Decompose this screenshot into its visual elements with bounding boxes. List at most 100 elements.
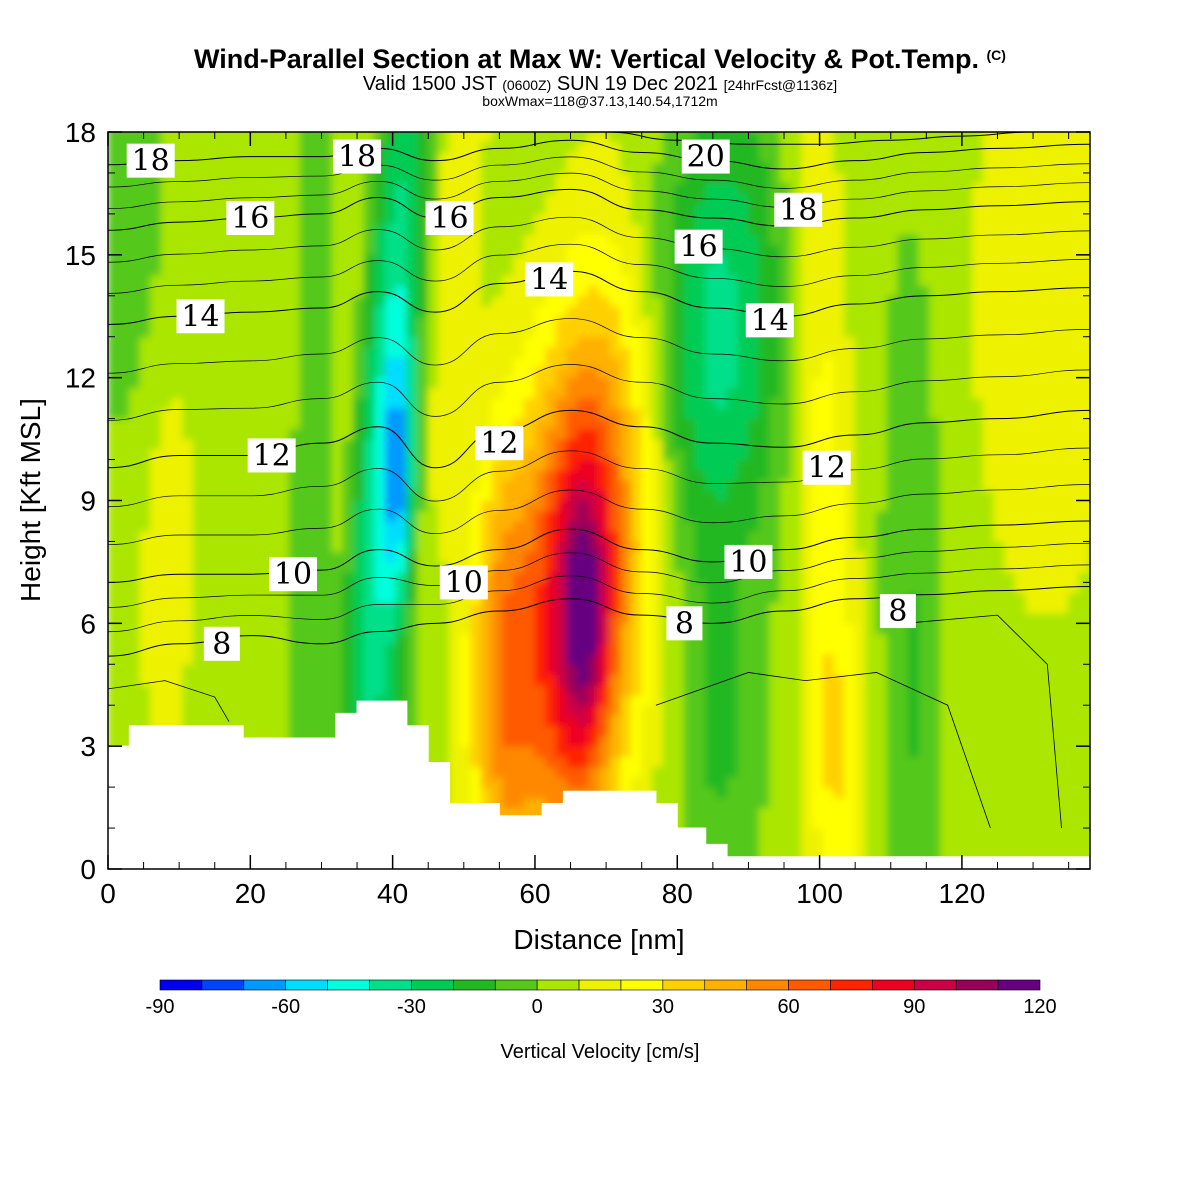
- colorbar-swatch: [243, 979, 287, 991]
- colorbar-tick-label: 90: [903, 996, 925, 1018]
- x-tick-label: 100: [796, 878, 843, 909]
- theta-label-box: [126, 143, 175, 178]
- colorbar-swatch: [872, 979, 915, 991]
- colorbar-swatch: [494, 979, 538, 991]
- theta-label: 8: [212, 627, 231, 662]
- theta-label-box: [203, 626, 240, 661]
- theta-label-box: [774, 192, 823, 227]
- theta-contour-low: [108, 680, 230, 722]
- theta-label: 12: [253, 438, 291, 473]
- theta-label-box: [269, 557, 318, 592]
- colorbar-tick-label: -60: [271, 996, 300, 1018]
- y-tick-label: 12: [65, 363, 96, 394]
- theta-label: 18: [132, 144, 170, 179]
- colorbar-label: Vertical Velocity [cm/s]: [501, 1041, 700, 1063]
- theta-label: 10: [729, 545, 767, 580]
- x-tick-label: 40: [377, 878, 408, 909]
- theta-label: 16: [430, 201, 468, 236]
- theta-label: 12: [808, 451, 846, 486]
- theta-label-box: [674, 229, 723, 264]
- x-tick-label: 20: [235, 878, 266, 909]
- x-tick-label: 80: [662, 878, 693, 909]
- colorbar-swatch: [453, 979, 496, 991]
- theta-label: 10: [274, 557, 312, 592]
- terrain-mask: [108, 700, 1090, 869]
- theta-label-box: [681, 139, 730, 174]
- colorbar-swatch: [704, 979, 747, 991]
- y-tick-label: 9: [80, 486, 96, 517]
- x-tick-label: 120: [939, 878, 986, 909]
- theta-label: 16: [680, 230, 718, 265]
- theta-label: 12: [480, 426, 518, 461]
- theta-label-box: [226, 200, 275, 235]
- colorbar-tick-label: 60: [777, 996, 799, 1018]
- colorbar-swatch: [285, 979, 328, 991]
- chart-subtitle: Valid 1500 JST (0600Z) SUN 19 Dec 2021 […: [0, 74, 1200, 95]
- y-tick-label: 3: [80, 731, 96, 762]
- colorbar-tick-label: 0: [532, 996, 543, 1018]
- y-tick-label: 15: [65, 240, 96, 271]
- colorbar-swatch: [746, 979, 789, 991]
- y-axis-label: Height [Kft MSL]: [15, 398, 46, 602]
- theta-label-box: [724, 544, 773, 579]
- colorbar-swatch: [578, 979, 622, 991]
- theta-contour-18: [108, 139, 1090, 170]
- theta-label: 14: [530, 262, 568, 297]
- theta-label: 14: [751, 303, 789, 338]
- theta-contour-minor: [108, 172, 1090, 209]
- colorbar-swatch: [411, 979, 454, 991]
- theta-label-box: [425, 200, 474, 235]
- colorbar-tick-label: -90: [146, 996, 175, 1018]
- theta-label-box: [333, 139, 382, 174]
- terrain: [108, 700, 1090, 869]
- x-tick-label: 0: [100, 878, 116, 909]
- theta-contour-minor: [108, 216, 1090, 263]
- theta-contour-minor: [108, 364, 1090, 421]
- colorbar: -90 -60 -30 0 30 60 90 120: [146, 979, 1057, 1018]
- colorbar-swatch: [201, 979, 245, 991]
- colorbar-tick-label: 120: [1023, 996, 1056, 1018]
- theta-label-box: [745, 303, 794, 338]
- theta-label: 18: [338, 140, 376, 175]
- chart-title-text: Wind-Parallel Section at Max W: Vertical…: [194, 44, 979, 74]
- colorbar-swatch: [830, 979, 873, 991]
- theta-label: 10: [445, 565, 483, 600]
- theta-contour-minor: [108, 447, 1090, 508]
- theta-label: 8: [888, 594, 907, 629]
- theta-contour-low: [655, 672, 991, 829]
- colorbar-swatch: [369, 979, 412, 991]
- theta-label: 20: [687, 140, 725, 175]
- theta-label: 14: [181, 299, 219, 334]
- theta-label-box: [176, 299, 225, 334]
- copyright-mark: (C): [986, 47, 1006, 63]
- x-axis-label: Distance [nm]: [513, 924, 684, 955]
- theta-contour-minor: [108, 318, 1090, 374]
- colorbar-swatch: [620, 979, 664, 991]
- forecast-info: [24hrFcst@1136z]: [723, 77, 838, 93]
- theta-contour-minor: [108, 484, 1090, 545]
- chart-title: Wind-Parallel Section at Max W: Vertical…: [0, 44, 1200, 75]
- colorbar-swatch: [997, 979, 1041, 991]
- theta-contour-low: [904, 614, 1062, 829]
- axes: 0 20 40 60 80 100 120 0 3 6 9 12 15 18: [65, 117, 1090, 909]
- theta-label-box: [475, 426, 524, 461]
- y-tick-label: 6: [80, 608, 96, 639]
- theta-label: 18: [779, 193, 817, 228]
- x-tick-label: 60: [519, 878, 550, 909]
- colorbar-swatch: [662, 979, 706, 991]
- theta-label-box: [525, 262, 574, 297]
- colorbar-tick-label: 30: [652, 996, 674, 1018]
- valid-time: Valid 1500 JST: [362, 73, 497, 95]
- valid-date: SUN 19 Dec 2021: [556, 73, 719, 95]
- colorbar-tick-label: -30: [397, 996, 426, 1018]
- theta-label-box: [439, 565, 488, 600]
- theta-contour-minor: [108, 243, 1090, 294]
- colorbar-swatch: [159, 979, 203, 991]
- theta-contour-minor: [108, 542, 1090, 608]
- boxwmax-info: boxWmax=118@37.13,140.54,1712m: [482, 93, 718, 109]
- valid-utc: (0600Z): [502, 77, 552, 93]
- theta-contour-minor: [108, 564, 1090, 633]
- theta-label-box: [247, 438, 296, 473]
- theta-label: 16: [231, 201, 269, 236]
